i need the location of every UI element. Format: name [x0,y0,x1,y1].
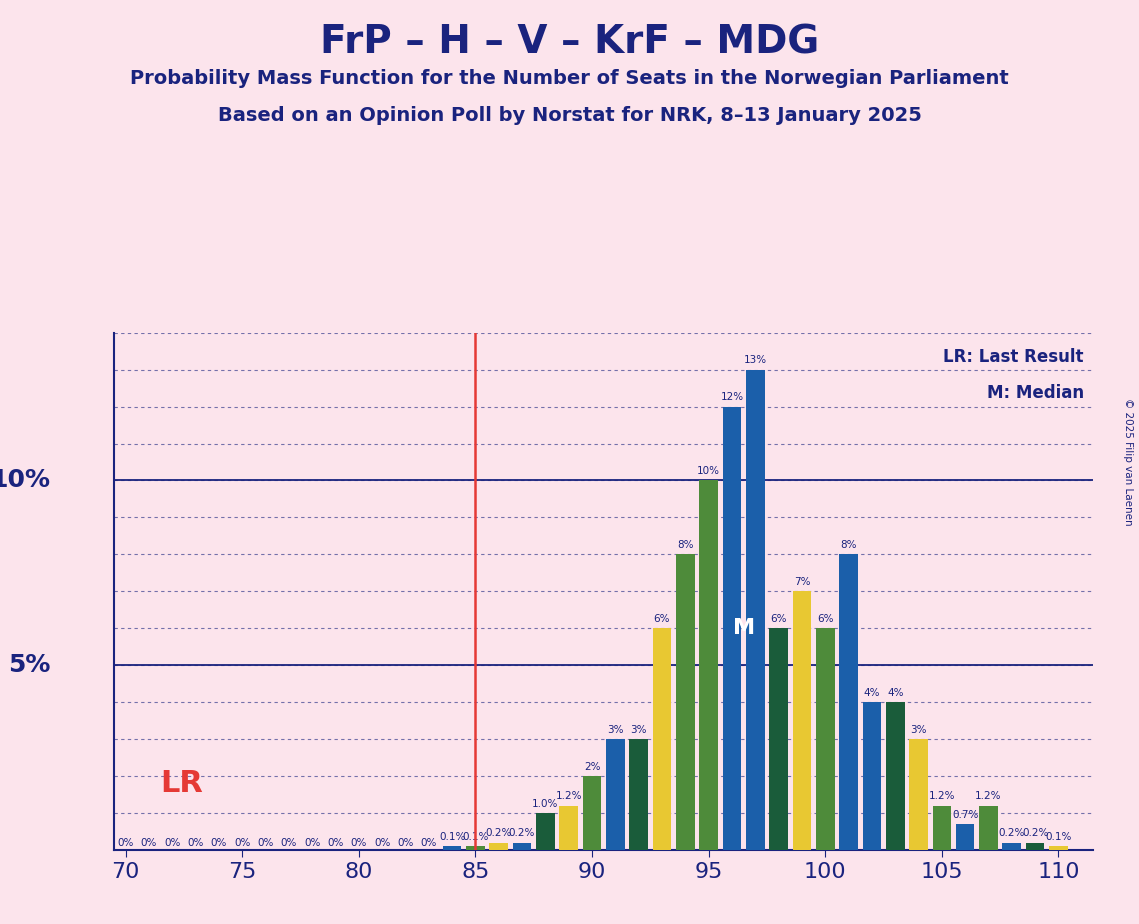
Bar [513,843,532,850]
Text: 0%: 0% [233,838,251,848]
Text: 6%: 6% [654,614,670,624]
Text: 0%: 0% [304,838,320,848]
Text: © 2025 Filip van Laenen: © 2025 Filip van Laenen [1123,398,1133,526]
Text: 0%: 0% [420,838,437,848]
Bar [1026,843,1044,850]
Text: LR: LR [161,769,204,798]
Text: 0.2%: 0.2% [1022,828,1048,838]
Bar [746,370,764,850]
Text: 4%: 4% [887,687,903,698]
Bar [443,846,461,850]
Bar [559,806,577,850]
Text: 0.1%: 0.1% [1046,832,1072,842]
Bar [722,407,741,850]
Text: 0.1%: 0.1% [462,832,489,842]
Text: FrP – H – V – KrF – MDG: FrP – H – V – KrF – MDG [320,23,819,61]
Bar [839,554,858,850]
Text: M: M [732,618,755,638]
Text: 0%: 0% [257,838,273,848]
Bar [653,628,671,850]
Text: LR: Last Result: LR: Last Result [943,348,1083,366]
Text: M: Median: M: Median [986,384,1083,402]
Text: 0%: 0% [280,838,297,848]
Text: 0.1%: 0.1% [439,832,465,842]
Text: 0.2%: 0.2% [485,828,511,838]
Bar [886,702,904,850]
Bar [583,776,601,850]
Text: 6%: 6% [770,614,787,624]
Bar [699,480,718,850]
Text: 10%: 10% [0,468,50,492]
Bar [909,739,928,850]
Text: 3%: 3% [910,724,927,735]
Text: 0%: 0% [398,838,413,848]
Bar [816,628,835,850]
Text: 1.2%: 1.2% [928,791,956,801]
Bar [1002,843,1022,850]
Text: 13%: 13% [744,355,767,365]
Text: 0%: 0% [117,838,133,848]
Bar [630,739,648,850]
Text: 5%: 5% [8,653,50,677]
Text: 1.0%: 1.0% [532,798,558,808]
Text: 0%: 0% [211,838,227,848]
Text: 3%: 3% [607,724,623,735]
Text: 1.2%: 1.2% [975,791,1001,801]
Text: 8%: 8% [677,540,694,550]
Text: 0.7%: 0.7% [952,809,978,820]
Bar [793,591,811,850]
Bar [980,806,998,850]
Bar [769,628,788,850]
Text: Based on an Opinion Poll by Norstat for NRK, 8–13 January 2025: Based on an Opinion Poll by Norstat for … [218,106,921,126]
Bar [956,824,975,850]
Text: 0%: 0% [327,838,344,848]
Bar [536,813,555,850]
Bar [606,739,624,850]
Bar [933,806,951,850]
Bar [1049,846,1067,850]
Text: 2%: 2% [584,761,600,772]
Text: 4%: 4% [863,687,880,698]
Text: 0.2%: 0.2% [509,828,535,838]
Text: 10%: 10% [697,466,720,476]
Bar [490,843,508,850]
Text: 0%: 0% [351,838,367,848]
Text: 6%: 6% [817,614,834,624]
Text: 0%: 0% [141,838,157,848]
Text: 0%: 0% [187,838,204,848]
Bar [466,846,485,850]
Text: 1.2%: 1.2% [556,791,582,801]
Bar [862,702,882,850]
Text: 7%: 7% [794,577,810,587]
Bar [675,554,695,850]
Text: 12%: 12% [720,392,744,402]
Text: Probability Mass Function for the Number of Seats in the Norwegian Parliament: Probability Mass Function for the Number… [130,69,1009,89]
Text: 8%: 8% [841,540,857,550]
Text: 0.2%: 0.2% [999,828,1025,838]
Text: 3%: 3% [630,724,647,735]
Text: 0%: 0% [374,838,391,848]
Text: 0%: 0% [164,838,180,848]
